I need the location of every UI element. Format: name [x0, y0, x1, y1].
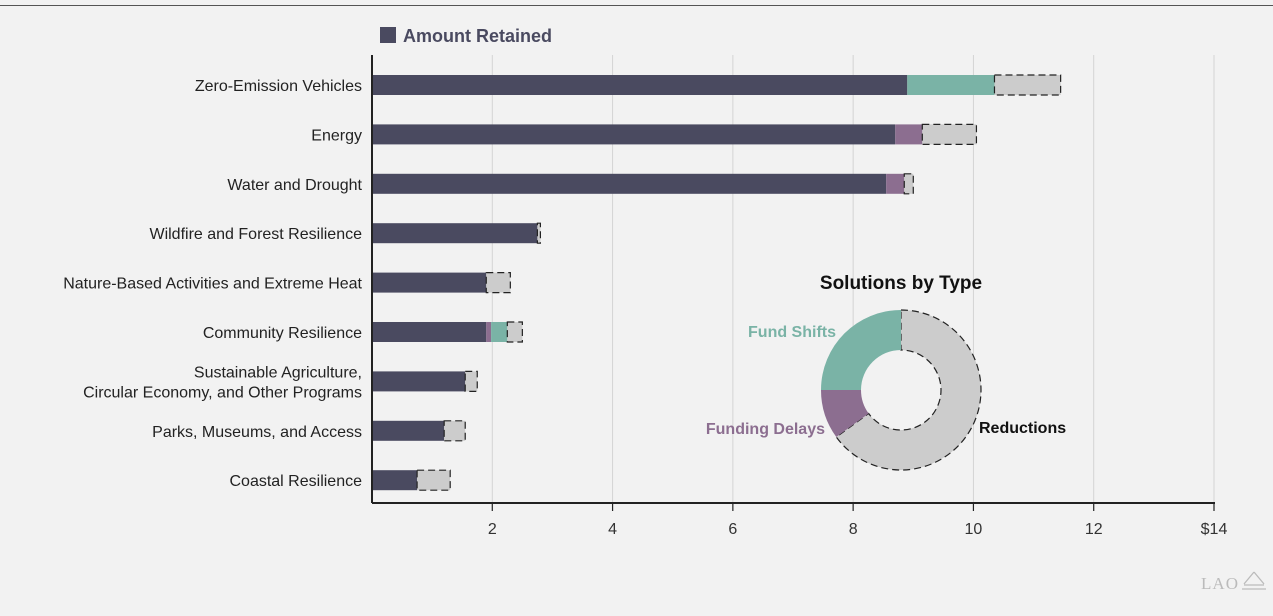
bar-segment [372, 420, 445, 441]
bar-segment [993, 74, 1062, 96]
category-label: Energy [311, 127, 362, 144]
bar-segment [895, 124, 923, 145]
x-tick-label: 10 [965, 521, 983, 538]
bar-segment [372, 470, 418, 491]
x-tick-label: 8 [849, 521, 858, 538]
bar-segment [485, 272, 511, 294]
category-label: Water and Drought [227, 177, 362, 194]
legend-swatch-amount-retained [380, 27, 396, 43]
x-tick-label: 2 [488, 521, 497, 538]
bar-segment [372, 322, 487, 342]
category-label: Coastal Resilience [229, 473, 362, 490]
category-label: Sustainable Agriculture, [194, 364, 362, 381]
x-tick-label: 12 [1085, 521, 1103, 538]
bar-segment [536, 222, 542, 244]
category-label: Wildfire and Forest Resilience [149, 226, 362, 243]
donut-label-reductions: Reductions [979, 420, 1066, 437]
bar-segment [416, 469, 451, 491]
category-label: Zero-Emission Vehicles [195, 78, 362, 95]
bar-segment [903, 173, 914, 195]
category-label: Community Resilience [203, 325, 362, 342]
bar-segment [907, 75, 995, 95]
bar-segment [886, 173, 905, 194]
bar-segment [372, 173, 887, 194]
bar-segment [443, 420, 466, 442]
bar-segment [464, 370, 478, 392]
category-label: Circular Economy, and Other Programs [83, 384, 362, 401]
lao-logo: LAO [1201, 574, 1239, 593]
x-tick-label: 6 [728, 521, 737, 538]
bar-segment [372, 223, 538, 244]
x-tick-label: 4 [608, 521, 617, 538]
bar-segment [372, 75, 908, 95]
x-tick-label: $14 [1201, 521, 1228, 538]
category-label: Parks, Museums, and Access [152, 424, 362, 441]
category-label: Nature-Based Activities and Extreme Heat [63, 276, 362, 293]
legend-label: Amount Retained [403, 26, 552, 46]
donut-slice-funding-delays [821, 390, 869, 438]
bar-segment [372, 272, 487, 293]
bar-segment [921, 123, 978, 146]
donut-label-funding-delays: Funding Delays [706, 421, 825, 438]
lao-logo-icon [1242, 571, 1266, 590]
top-rule [0, 5, 1273, 6]
donut-slice-reductions [835, 309, 982, 471]
bar-segment [372, 124, 896, 145]
bar-segment [372, 371, 466, 392]
bar-segment [506, 321, 523, 343]
donut-title: Solutions by Type [820, 273, 982, 294]
bar-segment [491, 322, 508, 342]
donut-slice-fund-shifts [821, 310, 901, 390]
donut-label-fund-shifts: Fund Shifts [748, 324, 836, 341]
bar-segment [486, 322, 492, 342]
